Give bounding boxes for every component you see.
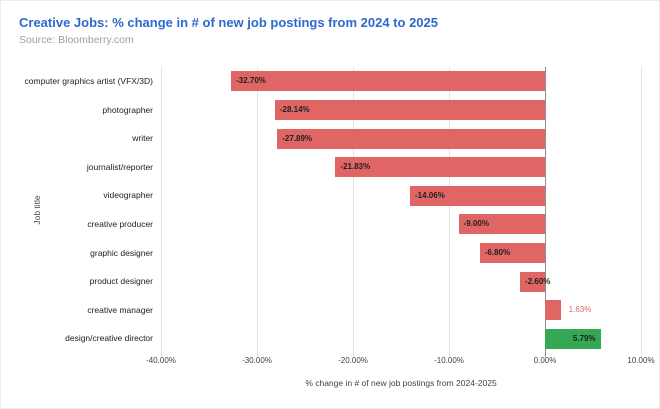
bar-value-label: -14.06% <box>415 190 445 200</box>
zero-baseline <box>544 67 546 357</box>
category-label: design/creative director <box>65 333 153 344</box>
gridline <box>352 67 354 357</box>
bar <box>410 185 545 206</box>
bar-value-label: 5.79% <box>572 333 596 343</box>
x-axis-ticks: -40.00% -30.00% -20.00% -10.00% 0.00% 10.00% <box>1 356 659 370</box>
bar <box>274 99 545 120</box>
category-label: graphic designer <box>90 247 153 258</box>
bar <box>458 214 545 235</box>
bar-value-label: -27.89% <box>282 133 313 143</box>
gridline <box>256 67 258 357</box>
x-tick-label: -10.00% <box>434 356 464 365</box>
category-label: journalist/reporter <box>86 161 153 172</box>
category-label: computer graphics artist (VFX/3D) <box>24 75 153 86</box>
y-axis-title: Job title <box>32 195 42 225</box>
x-tick-label: 10.00% <box>627 356 655 365</box>
bar-value-label: -6.80% <box>484 247 511 257</box>
bar <box>545 300 561 321</box>
plot-area: -32.70% -28.14% -27.89% -21.83% -14.06% -9.00… <box>160 67 642 357</box>
x-tick-label: -30.00% <box>242 356 272 365</box>
x-tick-label: 0.00% <box>533 356 557 365</box>
bar <box>520 271 545 292</box>
category-axis: computer graphics artist (VFX/3D) photogr… <box>19 67 153 353</box>
bar <box>231 71 545 92</box>
x-tick-label: -20.00% <box>338 356 368 365</box>
x-axis-title: % change in # of new job postings from 2… <box>305 378 497 388</box>
gridline <box>448 67 450 357</box>
bar <box>479 242 545 263</box>
category-label: videographer <box>103 190 153 201</box>
bar-value-label: -32.70% <box>236 76 266 86</box>
chart-source: Source: Bloomberry.com <box>19 34 134 46</box>
bar-value-label: -2.60% <box>525 276 551 286</box>
bar-value-label: -9.00% <box>463 219 489 229</box>
category-label: creative producer <box>87 218 153 229</box>
category-label: creative manager <box>87 304 153 315</box>
gridline <box>640 67 642 357</box>
bar <box>545 328 601 349</box>
category-label: photographer <box>102 104 153 115</box>
x-tick-label: -40.00% <box>146 356 176 365</box>
bar <box>335 157 545 178</box>
chart-title: Creative Jobs: % change in # of new job … <box>19 15 438 30</box>
bar-value-label: 1.63% <box>568 305 592 315</box>
gridline <box>160 67 162 357</box>
bar-value-label: -28.14% <box>279 104 310 114</box>
category-label: writer <box>132 133 153 144</box>
category-label: product designer <box>89 276 153 287</box>
bar <box>277 128 545 149</box>
bar-value-label: -21.83% <box>340 162 371 172</box>
